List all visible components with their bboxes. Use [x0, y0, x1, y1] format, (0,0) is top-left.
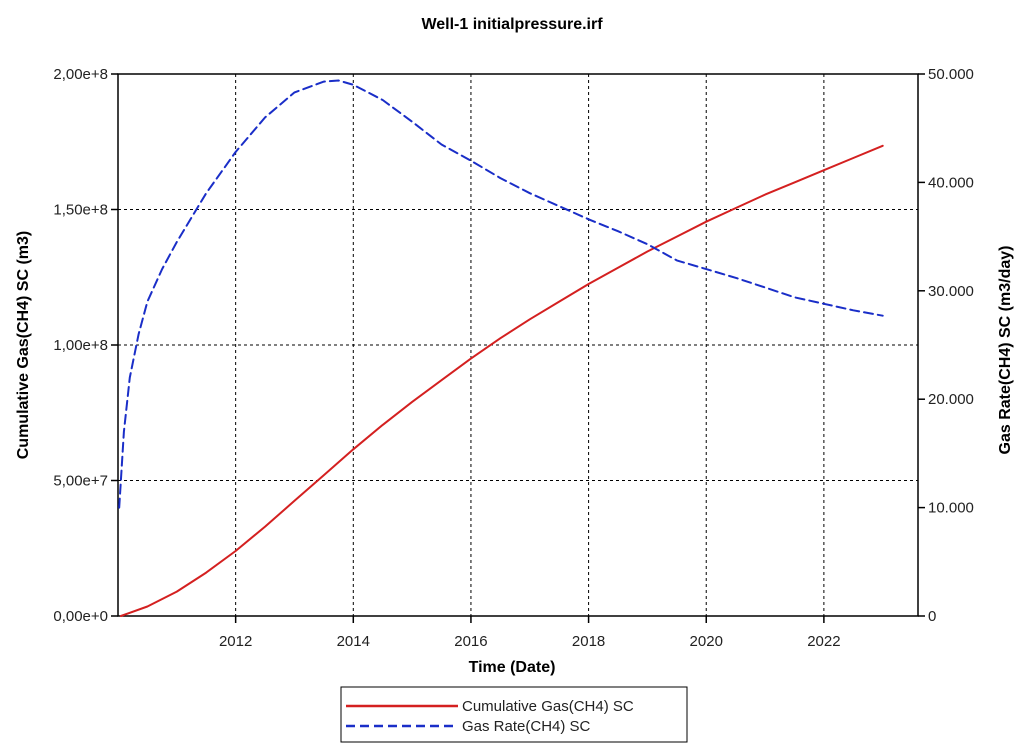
- y2-tick-label: 30.000: [928, 283, 974, 300]
- legend-label-cumulative-gas: Cumulative Gas(CH4) SC: [462, 698, 634, 715]
- x-tick-label: 2012: [219, 633, 252, 650]
- y2-tick-label: 10.000: [928, 500, 974, 517]
- y-tick-label: 5,00e+7: [53, 473, 108, 490]
- series-line-cumulative-gas: [119, 144, 884, 617]
- y2-tick-label: 50.000: [928, 66, 974, 83]
- y2-tick-label: 0: [928, 608, 936, 625]
- x-tick-label: 2014: [337, 633, 370, 650]
- y-axis-ticks: 0,00e+0 5,00e+7 1,00e+8 1,50e+8 2,00e+8: [53, 66, 118, 625]
- x-axis-title: Time (Date): [469, 659, 556, 676]
- x-tick-label: 2018: [572, 633, 605, 650]
- y2-tick-label: 40.000: [928, 174, 974, 191]
- y2-tick-label: 20.000: [928, 391, 974, 408]
- y2-axis-ticks: 0 10.000 20.000 30.000 40.000 50.000: [918, 66, 974, 625]
- y-axis-title: Cumulative Gas(CH4) SC (m3): [15, 231, 32, 460]
- grid: [118, 74, 918, 616]
- legend: Cumulative Gas(CH4) SC Gas Rate(CH4) SC: [340, 686, 688, 743]
- x-tick-label: 2022: [807, 633, 840, 650]
- y-tick-label: 0,00e+0: [53, 608, 108, 625]
- y2-axis-title: Gas Rate(CH4) SC (m3/day): [997, 246, 1014, 455]
- legend-label-gas-rate: Gas Rate(CH4) SC: [462, 718, 591, 735]
- chart-title: Well-1 initialpressure.irf: [421, 16, 603, 33]
- series-line-gas-rate: [118, 79, 884, 509]
- y-tick-label: 2,00e+8: [53, 66, 108, 83]
- x-tick-label: 2020: [690, 633, 723, 650]
- x-tick-label: 2016: [454, 633, 487, 650]
- legend-box: [340, 686, 688, 743]
- series-group: [118, 79, 884, 617]
- x-axis-ticks: 2012 2014 2016 2018 2020 2022: [219, 616, 841, 650]
- y-tick-label: 1,50e+8: [53, 202, 108, 219]
- y-tick-label: 1,00e+8: [53, 337, 108, 354]
